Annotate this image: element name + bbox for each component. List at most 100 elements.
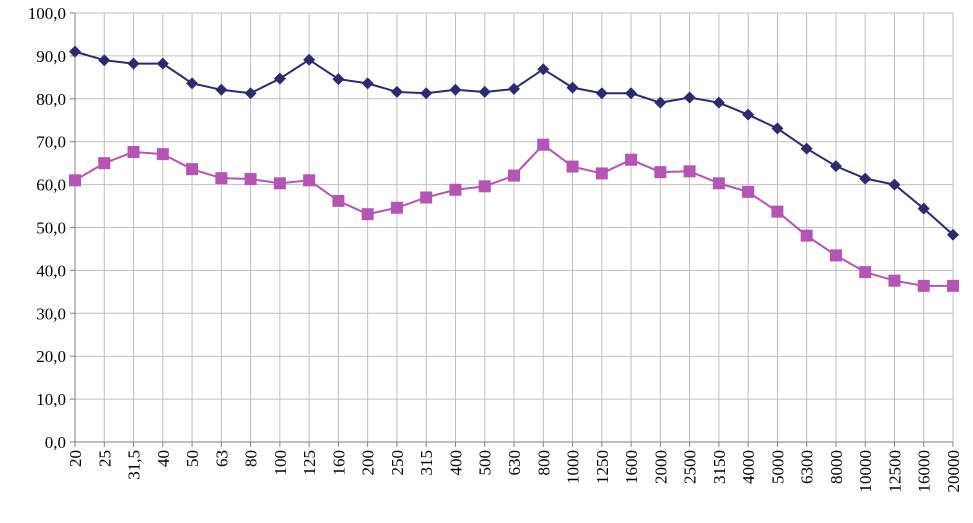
data-point bbox=[683, 91, 696, 104]
data-point bbox=[888, 178, 901, 191]
y-axis-ticks: 0,0 10,0 20,0 30,0 40,0 50,0 60,0 70,0 80,0 90,0 1… bbox=[28, 4, 66, 452]
data-point bbox=[215, 83, 228, 96]
x-tick-label: 8000 bbox=[827, 450, 846, 484]
data-point bbox=[859, 172, 872, 185]
data-point bbox=[244, 173, 257, 186]
series-1 bbox=[69, 45, 959, 241]
data-point bbox=[390, 201, 403, 214]
data-point bbox=[420, 87, 433, 100]
data-point bbox=[98, 54, 111, 67]
series-layer bbox=[69, 45, 959, 292]
data-point bbox=[917, 202, 930, 215]
x-tick-label: 5000 bbox=[768, 450, 787, 484]
data-point bbox=[303, 174, 316, 187]
data-point bbox=[420, 191, 433, 204]
data-point bbox=[478, 85, 491, 98]
data-point bbox=[273, 177, 286, 190]
data-point bbox=[566, 81, 579, 94]
y-tick-label: 50,0 bbox=[36, 219, 66, 238]
x-tick-label: 25 bbox=[95, 450, 114, 467]
y-tick-label: 90,0 bbox=[36, 47, 66, 66]
x-tick-label: 250 bbox=[388, 450, 407, 476]
y-tick-label: 10,0 bbox=[36, 390, 66, 409]
data-point bbox=[829, 249, 842, 262]
data-point bbox=[127, 57, 140, 70]
x-tick-label: 100 bbox=[271, 450, 290, 476]
data-point bbox=[800, 229, 813, 242]
data-point bbox=[625, 153, 638, 166]
x-tick-label: 20000 bbox=[944, 450, 963, 493]
x-tick-label: 200 bbox=[359, 450, 378, 476]
x-tick-label: 4000 bbox=[739, 450, 758, 484]
data-point bbox=[244, 87, 257, 100]
data-point bbox=[508, 169, 520, 182]
x-tick-label: 50 bbox=[183, 450, 202, 467]
data-point bbox=[390, 85, 403, 98]
data-point bbox=[771, 122, 784, 135]
x-tick-label: 20 bbox=[66, 450, 85, 467]
data-point bbox=[478, 180, 491, 193]
grid-lines bbox=[75, 12, 954, 442]
data-point bbox=[947, 228, 959, 241]
data-point bbox=[69, 174, 81, 187]
data-point bbox=[127, 145, 140, 158]
data-point bbox=[859, 266, 872, 279]
data-point bbox=[771, 205, 784, 218]
data-point bbox=[712, 96, 725, 109]
data-point bbox=[625, 87, 638, 100]
y-tick-label: 100,0 bbox=[28, 4, 66, 23]
y-tick-label: 30,0 bbox=[36, 304, 66, 323]
data-point bbox=[947, 279, 959, 292]
x-tick-label: 400 bbox=[446, 450, 465, 476]
x-tick-label: 1250 bbox=[593, 450, 612, 484]
data-point bbox=[361, 77, 374, 90]
axes bbox=[70, 12, 954, 447]
data-point bbox=[800, 142, 813, 155]
data-point bbox=[69, 45, 81, 58]
x-tick-label: 12500 bbox=[885, 450, 904, 493]
data-point bbox=[508, 82, 520, 95]
y-tick-label: 60,0 bbox=[36, 176, 66, 195]
x-tick-label: 1600 bbox=[622, 450, 641, 484]
data-point bbox=[273, 72, 286, 85]
data-point bbox=[829, 160, 842, 173]
data-point bbox=[654, 166, 667, 179]
data-point bbox=[361, 208, 374, 221]
data-point bbox=[332, 194, 345, 207]
x-tick-label: 500 bbox=[476, 450, 495, 476]
data-point bbox=[303, 53, 316, 66]
data-point bbox=[537, 138, 550, 151]
x-tick-label: 16000 bbox=[915, 450, 934, 493]
y-tick-label: 40,0 bbox=[36, 261, 66, 280]
data-point bbox=[156, 57, 169, 70]
series-2 bbox=[69, 138, 959, 292]
data-point bbox=[683, 165, 696, 178]
data-point bbox=[888, 274, 901, 287]
x-tick-label: 10000 bbox=[856, 450, 875, 493]
data-point bbox=[712, 177, 725, 190]
x-tick-label: 630 bbox=[505, 450, 524, 476]
data-point bbox=[537, 63, 550, 76]
data-point bbox=[742, 185, 755, 198]
data-point bbox=[595, 87, 608, 100]
x-tick-label: 2000 bbox=[651, 450, 670, 484]
data-point bbox=[742, 108, 755, 121]
y-tick-label: 0,0 bbox=[45, 433, 66, 452]
y-tick-label: 70,0 bbox=[36, 133, 66, 152]
x-axis-ticks: 20 25 31,5 40 50 63 80 100 125 160 200 250 315 400 500… bbox=[66, 450, 963, 493]
data-point bbox=[156, 148, 169, 161]
x-tick-label: 315 bbox=[417, 450, 436, 476]
x-tick-label: 63 bbox=[212, 450, 231, 467]
x-tick-label: 31,5 bbox=[125, 450, 144, 480]
data-point bbox=[654, 96, 667, 109]
data-point bbox=[449, 83, 462, 96]
x-tick-label: 125 bbox=[300, 450, 319, 476]
x-tick-label: 1000 bbox=[564, 450, 583, 484]
y-tick-label: 20,0 bbox=[36, 347, 66, 366]
x-tick-label: 160 bbox=[329, 450, 348, 476]
x-tick-label: 80 bbox=[242, 450, 261, 467]
data-point bbox=[917, 279, 930, 292]
data-point bbox=[186, 163, 199, 176]
data-point bbox=[449, 183, 462, 196]
